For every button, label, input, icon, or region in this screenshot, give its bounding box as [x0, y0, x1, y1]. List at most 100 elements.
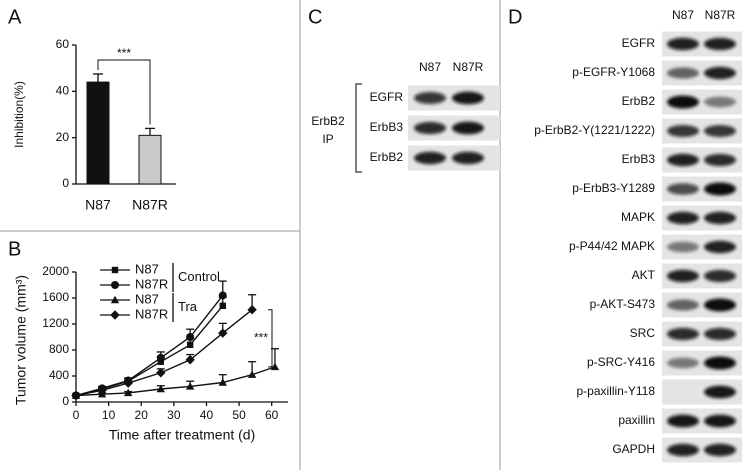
group-label: ErbB2 — [311, 114, 345, 128]
y-tick-label: 60 — [56, 37, 70, 51]
marker — [110, 310, 120, 320]
row-label: p-ErbB3-Y1289 — [572, 181, 655, 195]
column-label: N87 — [419, 60, 441, 74]
panel-label: D — [508, 6, 522, 28]
blot-band — [414, 121, 446, 135]
panel-label: C — [308, 6, 322, 28]
annotation: *** — [254, 330, 268, 344]
row-label: EGFR — [622, 36, 656, 50]
significance-bracket — [268, 309, 273, 368]
blot-band — [667, 95, 699, 109]
marker — [97, 385, 107, 395]
row-label: ErbB3 — [622, 152, 656, 166]
y-tick-label: 20 — [56, 130, 70, 144]
x-tick-label: N87 — [85, 197, 111, 213]
blot-band — [704, 125, 736, 137]
blot-band — [667, 299, 699, 311]
blot-band — [667, 357, 699, 369]
row-label: AKT — [632, 268, 656, 282]
blot-band — [667, 125, 699, 137]
significance-bracket — [97, 59, 151, 125]
marker — [247, 370, 257, 378]
marker — [123, 378, 133, 388]
series-line — [75, 294, 224, 397]
blot-band — [667, 269, 699, 283]
y-axis-label: Inhibition(%) — [12, 81, 26, 148]
marker — [71, 390, 81, 401]
blot-band — [704, 153, 736, 167]
blot-band — [452, 91, 484, 105]
row-label: p-SRC-Y416 — [587, 355, 655, 369]
blot-band — [667, 67, 699, 79]
blot-band — [704, 182, 736, 196]
row-label: p-P44/42 MAPK — [569, 239, 655, 253]
blot-band — [667, 153, 699, 167]
x-tick-label: N87R — [132, 197, 168, 213]
row-label: EGFR — [370, 90, 404, 104]
blot-band — [704, 66, 736, 80]
blot-band — [667, 37, 699, 51]
row-label: p-AKT-S473 — [590, 297, 656, 311]
y-tick-label: 1200 — [42, 316, 69, 330]
row-label: p-paxillin-Y118 — [577, 384, 656, 398]
marker — [156, 353, 165, 362]
blot-band — [667, 414, 699, 428]
group-label: IP — [322, 132, 333, 146]
row-label: GAPDH — [612, 442, 655, 456]
y-tick-label: 800 — [49, 342, 69, 356]
marker — [219, 302, 226, 309]
blot-band — [414, 151, 446, 165]
x-tick-label: 20 — [135, 408, 149, 422]
marker — [156, 384, 165, 393]
row-label: paxillin — [618, 413, 655, 427]
column-label: N87 — [672, 8, 694, 22]
x-tick-label: 0 — [73, 408, 80, 422]
row-label: SRC — [630, 326, 656, 340]
column-label: N87R — [453, 60, 484, 74]
y-tick-label: 2000 — [42, 264, 69, 278]
row-label: ErbB3 — [370, 120, 404, 134]
group-label: Control — [178, 269, 220, 284]
legend-label: N87R — [135, 306, 168, 321]
x-tick-label: 30 — [167, 408, 181, 422]
marker — [186, 333, 195, 341]
blot-band — [704, 327, 736, 341]
blot-band — [704, 211, 736, 225]
x-tick-label: 40 — [200, 408, 214, 422]
y-tick-label: 40 — [56, 84, 70, 98]
blot-band — [704, 37, 736, 51]
column-label: N87R — [705, 8, 736, 22]
y-tick-label: 0 — [62, 394, 69, 408]
row-label: p-EGFR-Y1068 — [572, 65, 655, 79]
blot-band — [667, 211, 699, 225]
x-tick-label: 50 — [232, 408, 246, 422]
group-label: Tra — [178, 299, 198, 314]
series-line — [75, 366, 276, 397]
marker — [110, 295, 120, 304]
row-label: ErbB2 — [622, 94, 656, 108]
marker — [156, 368, 166, 378]
row-label: p-ErbB2-Y(1221/1222) — [534, 123, 655, 137]
blot-band — [704, 269, 736, 283]
marker — [218, 328, 228, 338]
panel-label: A — [8, 6, 22, 28]
legend-label: N87 — [135, 261, 159, 276]
marker — [111, 281, 119, 289]
blot-band — [704, 414, 736, 428]
blot-band — [667, 443, 699, 457]
blot-band — [704, 356, 736, 370]
marker — [123, 388, 133, 397]
marker — [186, 341, 194, 348]
blot-band — [667, 241, 699, 253]
blot-band — [704, 385, 736, 399]
annotation: *** — [117, 46, 131, 60]
ip-bracket — [355, 83, 362, 173]
blot-band — [667, 327, 699, 341]
marker — [218, 378, 227, 386]
row-label: MAPK — [621, 210, 655, 224]
marker — [218, 291, 227, 300]
marker — [247, 305, 257, 315]
y-tick-label: 400 — [49, 368, 69, 382]
row-label: ErbB2 — [370, 150, 404, 164]
